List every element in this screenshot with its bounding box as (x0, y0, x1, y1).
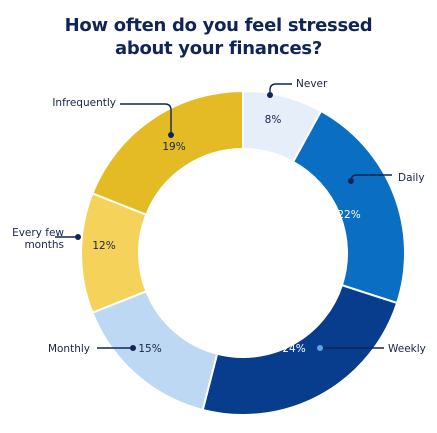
callout-label-daily: Daily (398, 172, 425, 184)
value-label-daily: 22% (337, 209, 360, 221)
callout-label-line: Monthly (48, 343, 90, 355)
slice-weekly (201, 283, 399, 416)
callout-label-monthly: Monthly (48, 343, 90, 355)
callout-label-line: Every few (12, 227, 64, 239)
value-label-monthly: 15% (138, 343, 161, 355)
callout-label-line: months (24, 239, 64, 251)
callout-dot-monthly (130, 345, 136, 351)
callout-dot-infrequently (168, 132, 174, 138)
callout-label-never: Never (296, 78, 328, 90)
donut-value-labels: 8% 22% 24% 15% 12% 19% (92, 114, 360, 355)
callout-dot-daily (348, 178, 354, 184)
slice-daily (291, 109, 406, 305)
callout-label-every-few-months: Every few months (12, 227, 64, 251)
callout-label-line: Weekly (388, 343, 426, 355)
value-label-weekly: 24% (282, 343, 305, 355)
value-label-every-few-months: 12% (92, 240, 115, 252)
callout-dot-never (267, 92, 273, 98)
chart-title: How often do you feel stressed about you… (0, 14, 437, 60)
value-label-infrequently: 19% (162, 141, 185, 153)
value-label-never: 8% (265, 114, 282, 126)
chart-title-line-1: How often do you feel stressed (64, 15, 373, 36)
donut-slices (80, 89, 406, 416)
callout-label-weekly: Weekly (388, 343, 426, 355)
callout-label-line: Never (296, 78, 328, 90)
callout-label-infrequently: Infrequently (52, 97, 116, 109)
donut-callouts: Never Daily Weekly Monthly Every few months In… (12, 78, 426, 355)
callout-dot-weekly (317, 345, 323, 351)
callout-line-infrequently (120, 103, 172, 135)
slice-infrequently (91, 89, 244, 217)
callout-line-never (269, 83, 292, 95)
callout-label-line: Infrequently (52, 97, 116, 109)
callout-label-line: Daily (398, 172, 425, 184)
chart-title-line-2: about your finances? (115, 38, 322, 59)
callout-dot-every-few-months (75, 234, 81, 240)
